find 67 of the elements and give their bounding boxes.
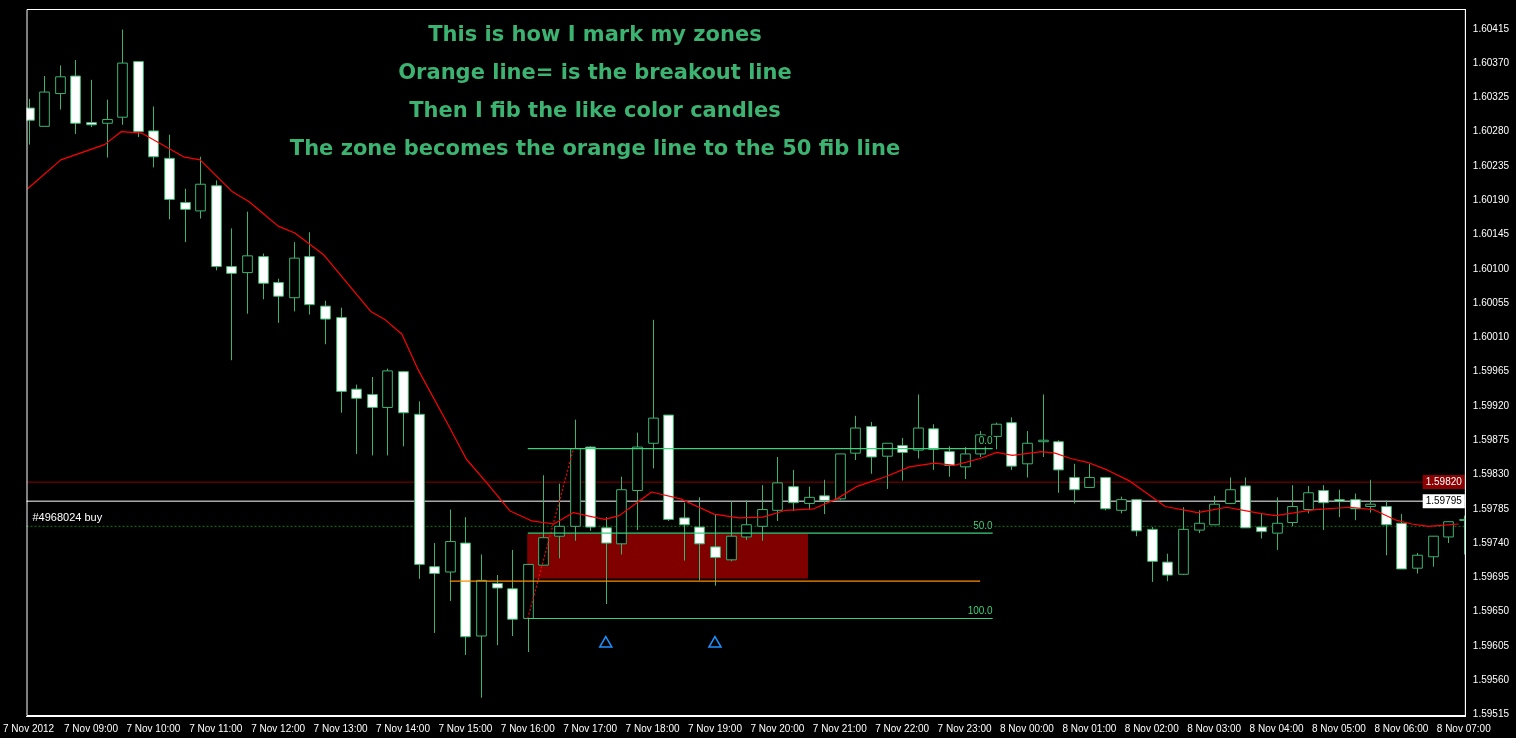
x-tick-label: 8 Nov 04:00 (1249, 722, 1304, 734)
series-label: 50.0 (973, 519, 994, 531)
x-tick-label: 7 Nov 21:00 (812, 722, 868, 734)
y-tick-label: 1.60235 (1472, 159, 1510, 171)
candlestick (367, 376, 378, 456)
y-tick-label: 1.60055 (1472, 296, 1510, 308)
x-tick-label: 7 Nov 15:00 (438, 722, 493, 734)
y-tick-label: 1.60100 (1472, 262, 1510, 274)
x-tick-label: 7 Nov 18:00 (625, 722, 680, 734)
y-tick-label: 1.60145 (1472, 228, 1510, 240)
series-label: 0.0 (978, 435, 994, 447)
annotation: Then I fib the like color candles (409, 98, 781, 123)
x-tick-label: 7 Nov 22:00 (875, 722, 930, 734)
y-tick-label: 1.59650 (1472, 605, 1510, 617)
candlestick (1084, 463, 1095, 488)
x-tick-label: 8 Nov 05:00 (1312, 722, 1367, 734)
y-tick-label: 1.59965 (1472, 365, 1510, 377)
candlestick (897, 437, 908, 482)
annotation: The zone becomes the orange line to the 50 fib line (289, 136, 901, 161)
y-tick-label: 1.60415 (1472, 22, 1510, 34)
x-tick-label: 7 Nov 20:00 (750, 722, 805, 734)
x-tick-label: 8 Nov 00:00 (1000, 722, 1055, 734)
x-tick-label: 7 Nov 11:00 (189, 722, 243, 734)
x-tick-label: 7 Nov 16:00 (500, 722, 556, 734)
y-tick-label: 1.59920 (1472, 399, 1510, 411)
candlestick (757, 484, 768, 542)
candlestick (601, 516, 612, 605)
x-tick-label: 7 Nov 14:00 (376, 722, 431, 734)
y-tick-label: 1.59605 (1472, 639, 1510, 651)
x-tick-label: 7 Nov 09:00 (64, 722, 119, 734)
annotation: This is how I mark my zones (428, 22, 762, 47)
x-tick-label: 8 Nov 03:00 (1187, 722, 1242, 734)
candlestick (226, 227, 237, 361)
y-tick-label: 1.60190 (1472, 193, 1510, 205)
y-tick-label: 1.59740 (1472, 536, 1510, 548)
x-tick-label: 7 Nov 19:00 (688, 722, 743, 734)
candlestick (928, 423, 939, 471)
y-tick-label: 1.60280 (1472, 125, 1510, 137)
y-tick-label: 1.59560 (1472, 673, 1510, 685)
ref-line-label: #4968024 buy (32, 511, 103, 524)
x-tick-label: 7 Nov 10:00 (126, 722, 181, 734)
y-tick-label: 1.59515 (1472, 708, 1510, 720)
candlestick (180, 188, 191, 243)
annotation: Orange line= is the breakout line (398, 60, 792, 85)
ref-line-label: 1.59820 (1425, 475, 1463, 487)
x-tick-label: 7 Nov 23:00 (937, 722, 992, 734)
x-tick-label: 8 Nov 06:00 (1374, 722, 1429, 734)
y-tick-label: 1.60370 (1472, 56, 1510, 68)
x-tick-label: 7 Nov 13:00 (313, 722, 368, 734)
x-tick-label: 7 Nov 12:00 (251, 722, 306, 734)
ref-line-label: 1.59795 (1425, 494, 1463, 506)
y-tick-label: 1.60010 (1472, 331, 1510, 343)
x-tick-label: 7 Nov 17:00 (563, 722, 618, 734)
candlestick (273, 278, 284, 324)
y-tick-label: 1.59875 (1472, 433, 1510, 445)
candlestick (1225, 477, 1236, 505)
y-tick-label: 1.59785 (1472, 502, 1510, 514)
x-tick-label: 8 Nov 02:00 (1124, 722, 1180, 734)
series-label: 100.0 (967, 605, 994, 617)
y-tick-label: 1.59695 (1472, 571, 1510, 583)
x-tick-label: 7 Nov 2012 (3, 722, 55, 734)
candlestick (1287, 484, 1298, 527)
y-tick-label: 1.59830 (1472, 468, 1510, 480)
x-tick-label: 8 Nov 07:00 (1436, 722, 1492, 734)
x-tick-label: 8 Nov 01:00 (1062, 722, 1117, 734)
candlestick (944, 445, 955, 478)
y-tick-label: 1.60325 (1472, 91, 1510, 103)
